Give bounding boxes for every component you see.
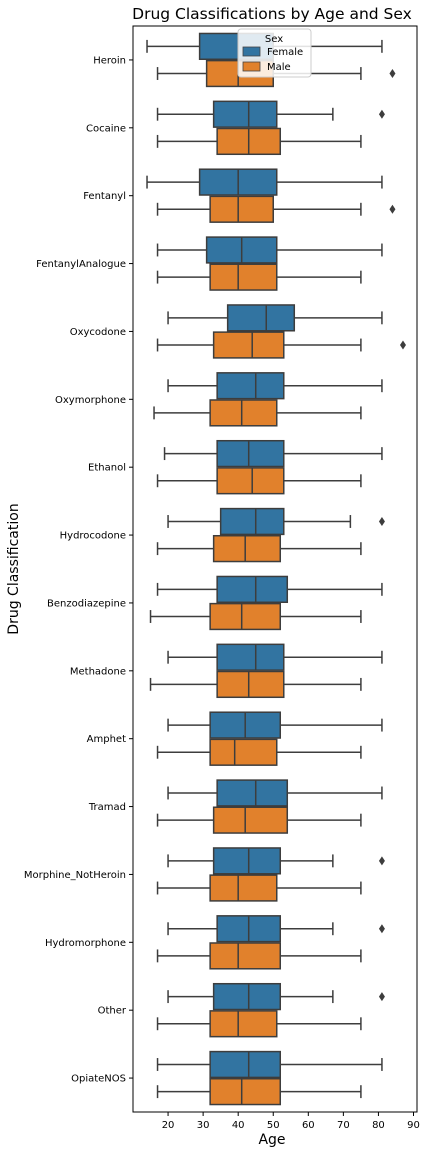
box-male [212, 534, 282, 563]
box-group [156, 982, 385, 1038]
x-tick-label: 20 [162, 1120, 175, 1131]
box-group [146, 168, 396, 223]
box-group [153, 372, 383, 427]
outlier-marker [378, 924, 385, 934]
box-male [212, 331, 285, 359]
box-female [212, 100, 278, 128]
box-group [156, 711, 383, 766]
y-tick-label: Hydrocodone [60, 531, 126, 542]
outlier-marker [389, 204, 396, 214]
box-male [216, 670, 285, 699]
box-group [156, 779, 383, 834]
y-tick-label: Morphine_NotHeroin [24, 870, 126, 881]
box-male [216, 467, 285, 495]
y-tick-label: Benzodiazepine [47, 598, 126, 609]
box-group [156, 507, 385, 563]
chart-title: Drug Classifications by Age and Sex [132, 5, 412, 23]
y-tick-label: Cocaine [86, 123, 126, 134]
outlier-marker [378, 109, 385, 119]
outlier-marker [389, 69, 396, 79]
x-tick-label: 40 [232, 1120, 245, 1131]
box-male [209, 874, 278, 902]
box-female [226, 304, 296, 332]
y-tick-label: Methadone [70, 666, 126, 677]
box-group [156, 236, 383, 291]
x-tick-label: 80 [372, 1120, 385, 1131]
box-male [209, 195, 274, 223]
y-tick-label: Oxycodone [70, 327, 126, 338]
box-female [212, 847, 282, 875]
box-male [209, 602, 282, 631]
y-tick-label: Oxymorphone [55, 395, 126, 406]
legend-label-male: Male [267, 62, 291, 73]
x-tick-label: 30 [197, 1120, 210, 1131]
y-tick-label: Hydromorphone [45, 938, 126, 949]
y-tick-label: Heroin [93, 55, 126, 66]
box-group [156, 304, 406, 359]
box-female [216, 439, 285, 468]
box-male [209, 1077, 282, 1106]
box-female [209, 1050, 282, 1079]
boxes-layer [146, 32, 406, 1106]
outlier-marker [378, 516, 385, 526]
y-tick-label: Tramad [88, 802, 126, 813]
box-group [156, 915, 385, 970]
x-tick-label: 50 [267, 1120, 280, 1131]
legend-title: Sex [265, 34, 283, 45]
outlier-marker [378, 856, 385, 866]
legend: Sex Female Male [237, 28, 312, 78]
y-tick-label: Amphet [87, 734, 126, 745]
x-tick-label: 60 [302, 1120, 315, 1131]
legend-swatch-female [242, 46, 261, 57]
box-female [212, 982, 282, 1011]
box-female [219, 507, 285, 536]
box-male [209, 1010, 278, 1038]
box-female [216, 372, 285, 400]
box-group [156, 100, 385, 156]
box-female [216, 575, 289, 604]
box-male [209, 399, 278, 427]
box-group [156, 847, 385, 902]
box-male [209, 738, 278, 766]
y-tick-label: FentanylAnalogue [36, 259, 126, 270]
box-group [149, 575, 383, 631]
x-axis-label: Age [258, 1132, 285, 1148]
legend-swatch-male [242, 61, 261, 72]
box-male [209, 942, 282, 970]
legend-label-female: Female [267, 47, 303, 58]
y-tick-label: Ethanol [88, 463, 126, 474]
box-male [209, 263, 278, 291]
box-group [156, 439, 383, 495]
y-tick-label: Other [98, 1006, 127, 1017]
box-male [212, 806, 289, 834]
box-group [156, 1050, 383, 1106]
outlier-marker [399, 340, 406, 350]
plot-frame [132, 25, 418, 1113]
box-female [216, 643, 285, 671]
outlier-marker [378, 992, 385, 1002]
y-axis-label: Drug Classification [6, 503, 22, 634]
x-tick-label: 90 [407, 1120, 420, 1131]
y-tick-label: Fentanyl [83, 191, 126, 202]
box-female [216, 779, 289, 807]
ticks-layer: Heroin Cocaine Fentanyl FentanylAnalogue Oxy… [24, 55, 420, 1131]
x-tick-label: 70 [337, 1120, 350, 1131]
box-group [149, 643, 383, 699]
y-tick-label: OpiateNOS [71, 1074, 126, 1085]
